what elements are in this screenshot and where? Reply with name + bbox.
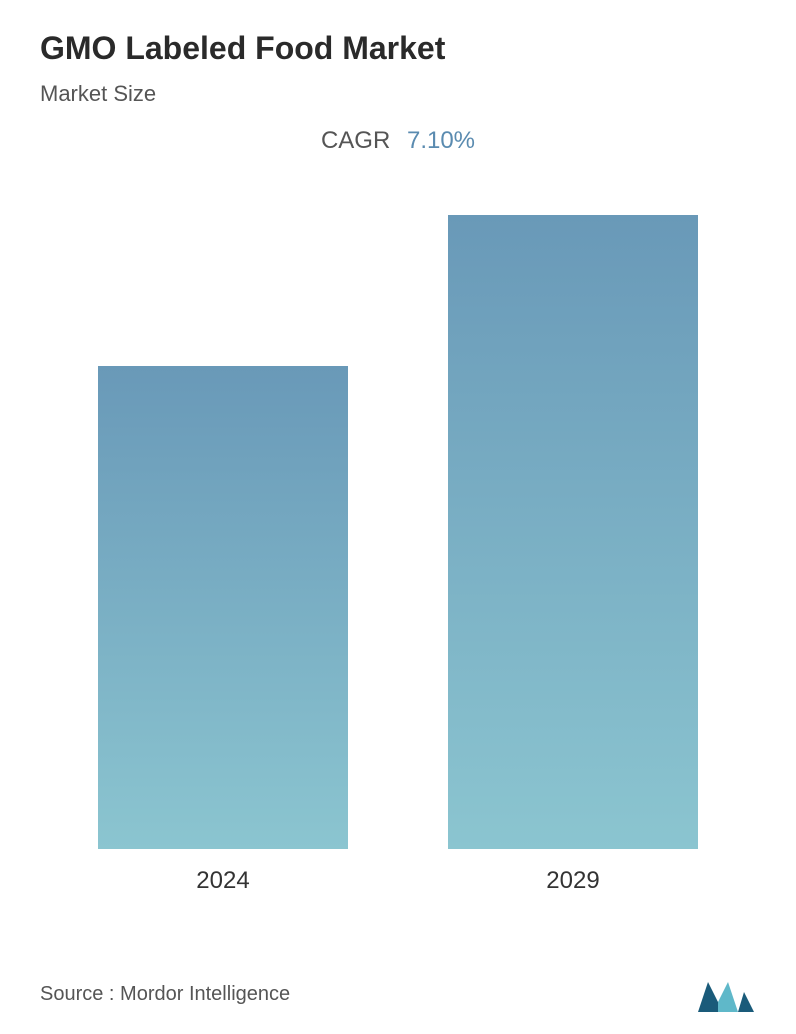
cagr-label: CAGR bbox=[321, 127, 390, 154]
bar-1 bbox=[448, 215, 698, 849]
source-text: Source : Mordor Intelligence bbox=[40, 983, 290, 1006]
chart-subtitle: Market Size bbox=[40, 81, 756, 107]
bar-container-0: 2024 bbox=[98, 215, 348, 895]
bar-0 bbox=[98, 366, 348, 849]
mordor-logo-icon bbox=[696, 974, 756, 1014]
chart-title: GMO Labeled Food Market bbox=[40, 30, 756, 67]
cagr-row: CAGR 7.10% bbox=[40, 127, 756, 155]
bar-chart: 2024 2029 bbox=[40, 215, 756, 895]
cagr-value: 7.10% bbox=[407, 127, 475, 154]
chart-footer: Source : Mordor Intelligence bbox=[40, 974, 756, 1014]
bar-label-0: 2024 bbox=[196, 867, 249, 895]
bar-container-1: 2029 bbox=[448, 215, 698, 895]
bar-label-1: 2029 bbox=[546, 867, 599, 895]
